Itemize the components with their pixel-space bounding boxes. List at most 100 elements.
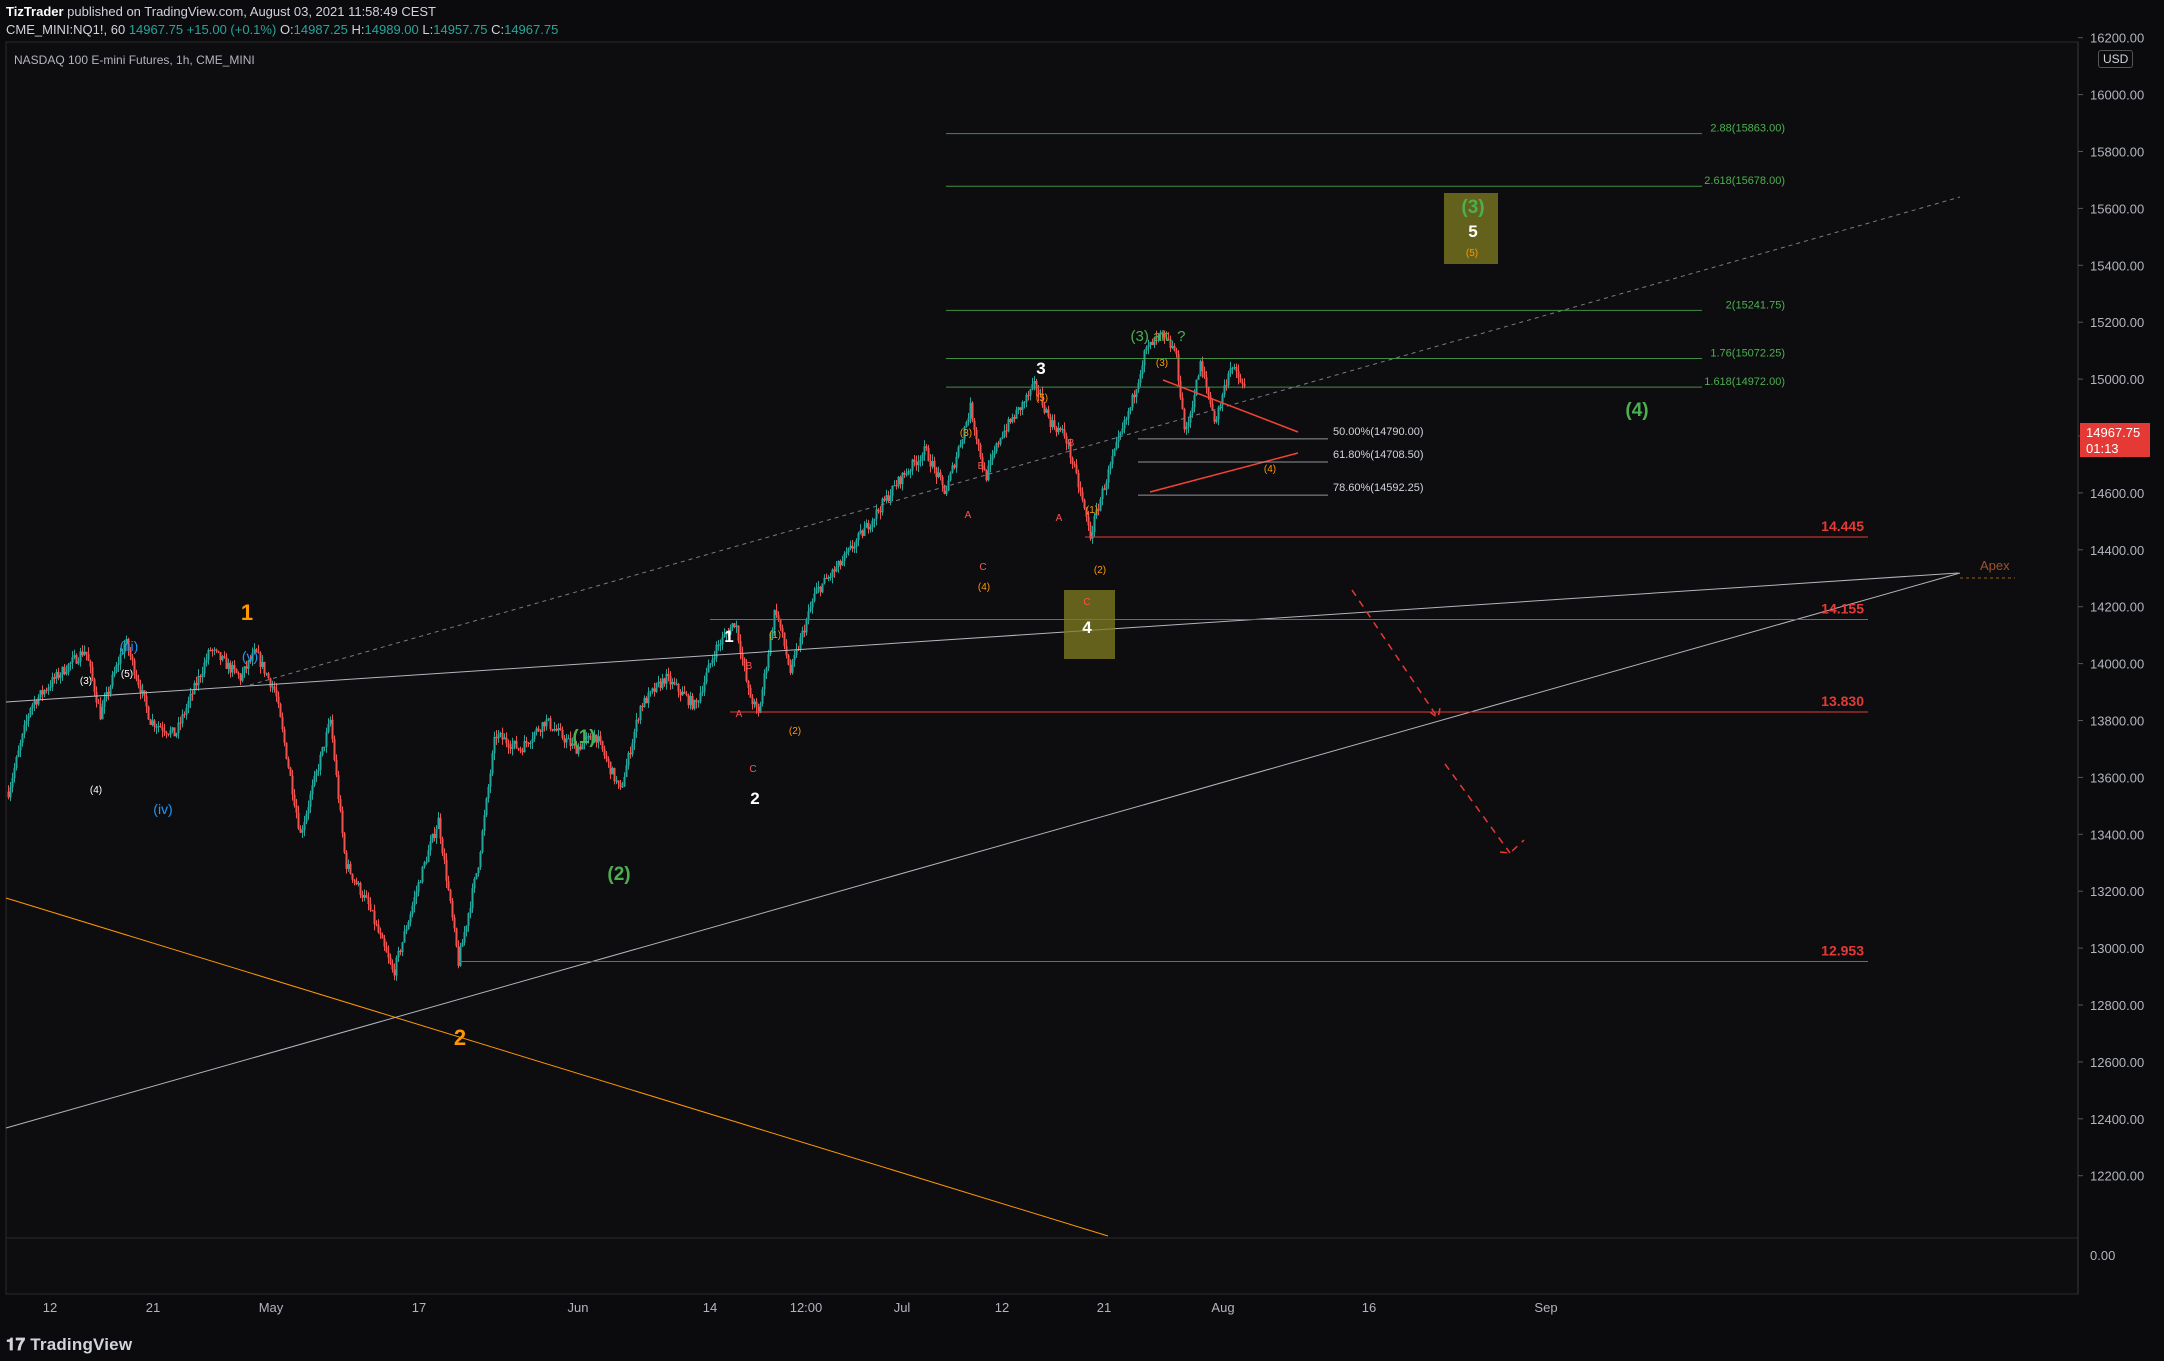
candle-body: [299, 828, 302, 833]
candle-body: [751, 697, 754, 705]
candle-body: [1027, 394, 1030, 396]
candle-body: [1231, 367, 1234, 369]
candle-body: [1137, 382, 1140, 390]
candle-body: [951, 465, 954, 473]
candle-body: [1063, 429, 1066, 437]
candle-body: [519, 748, 522, 751]
candle-body: [1011, 417, 1014, 422]
candle-body: [7, 791, 10, 798]
candle-body: [1019, 407, 1022, 411]
candle-body: [1233, 367, 1236, 369]
candle-body: [871, 520, 874, 528]
candle-body: [745, 666, 748, 681]
candle-body: [119, 654, 122, 664]
wave-4-box: [1064, 590, 1115, 659]
time-axis[interactable]: 12 21 May 17 Jun 14 12:00 Jul 12 21 Aug 16 Sep: [43, 1300, 1558, 1315]
candle-body: [325, 732, 328, 747]
candle-body: [793, 655, 796, 661]
candle-body: [781, 627, 784, 633]
price-axis[interactable]: 16200.00 16000.00 15800.00 15600.00 15400.00…: [2078, 31, 2144, 1263]
candle-body: [1237, 371, 1240, 379]
candle-body: [347, 864, 350, 869]
candle-body: [87, 653, 90, 661]
candle-body: [647, 692, 650, 704]
candle-body: [561, 729, 564, 738]
footer: 𝟏𝟕 TradingView: [0, 1328, 2164, 1361]
candle-body: [1139, 374, 1142, 383]
candle-body: [1079, 487, 1082, 492]
wave-label: (3): [960, 428, 972, 439]
candle-body: [139, 685, 142, 694]
candle-body: [671, 681, 674, 685]
wave-label: (3) alt. ?: [1130, 328, 1185, 345]
candle-body: [1225, 385, 1228, 387]
candle-body: [73, 655, 76, 658]
candle-body: [1141, 365, 1144, 375]
candle-body: [741, 653, 744, 659]
drawing-layer[interactable]: Apex 2.88(15863.00) 2.618(15678.00) 2(15241…: [5, 123, 2015, 1237]
candle-body: [145, 696, 148, 707]
candle-body: [407, 922, 410, 930]
candle-body: [157, 725, 160, 727]
candle-body: [251, 653, 254, 661]
candle-body: [359, 882, 362, 895]
candle-body: [1093, 516, 1096, 532]
author-name[interactable]: TizTrader: [6, 4, 64, 19]
candle-body: [957, 447, 960, 457]
candle-body: [509, 747, 512, 749]
chart-pane: [5, 41, 2079, 1295]
candle-body: [115, 664, 118, 673]
candle-body: [1015, 409, 1018, 419]
candle-body: [527, 742, 530, 744]
candle-body: [837, 561, 840, 568]
candle-body: [367, 897, 370, 905]
candle-body: [1147, 344, 1150, 348]
time-axis-label: Jun: [568, 1300, 589, 1315]
candle-body: [89, 660, 92, 667]
candle-body: [41, 690, 44, 695]
price-axis-label: 14600.00: [2090, 486, 2144, 501]
candle-body: [811, 601, 814, 608]
candle-body: [1159, 332, 1162, 335]
candle-body: [1207, 386, 1210, 396]
candle-body: [311, 785, 314, 795]
candle-body: [851, 545, 854, 549]
candle-body: [491, 753, 494, 774]
candle-body: [507, 743, 510, 748]
candle-body: [427, 850, 430, 863]
high-value: 14989.00: [364, 22, 419, 37]
candle-body: [1119, 432, 1122, 437]
price-axis-label: 15400.00: [2090, 258, 2144, 273]
symbol-label[interactable]: CME_MINI:NQ1!, 60: [6, 22, 126, 37]
candle-body: [443, 853, 446, 860]
candle-body: [1135, 389, 1138, 398]
candle-body: [817, 586, 820, 589]
candle-body: [425, 862, 428, 864]
candle-body: [933, 460, 936, 468]
candlestick-series[interactable]: [7, 330, 1246, 981]
candle-body: [327, 723, 330, 733]
triangle-lower-line: [1149, 452, 1299, 493]
candle-body: [681, 691, 684, 696]
wave-label: 2: [454, 1025, 466, 1050]
candle-body: [759, 703, 762, 713]
candle-body: [731, 623, 734, 628]
candle-body: [609, 761, 612, 775]
fib-level-label: 2(15241.75): [1726, 299, 1785, 311]
candle-body: [1153, 337, 1156, 346]
candle-body: [893, 485, 896, 487]
candle-body: [579, 746, 582, 750]
candle-body: [131, 656, 134, 661]
candle-body: [627, 752, 630, 766]
candle-body: [733, 623, 736, 627]
candle-body: [1007, 419, 1010, 432]
price-axis-label: 16000.00: [2090, 88, 2144, 103]
tradingview-logo[interactable]: 𝟏𝟕 TradingView: [6, 1335, 133, 1354]
candle-body: [557, 728, 560, 731]
candle-body: [437, 817, 440, 829]
candle-body: [81, 651, 84, 656]
candle-body: [25, 720, 28, 725]
currency-button[interactable]: USD: [2098, 50, 2134, 68]
candle-body: [1175, 350, 1178, 354]
